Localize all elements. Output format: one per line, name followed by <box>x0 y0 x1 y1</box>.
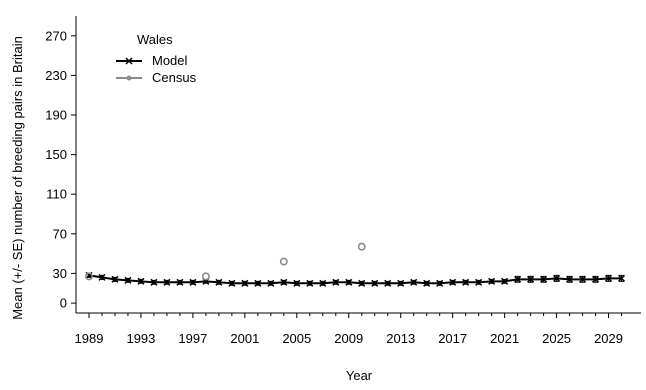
model-point <box>410 278 418 286</box>
model-point <box>384 279 392 287</box>
model-point <box>306 279 314 287</box>
model-point <box>592 275 600 283</box>
y-tick-label: 150 <box>45 147 67 162</box>
model-point <box>345 278 353 286</box>
model-point <box>150 278 158 286</box>
legend-entry-model: Model <box>116 53 188 68</box>
model-point <box>267 279 275 287</box>
x-tick-label: 2029 <box>594 331 623 346</box>
x-tick-label: 2001 <box>230 331 259 346</box>
model-point <box>514 275 522 283</box>
model-point <box>553 274 561 282</box>
model-point <box>280 278 288 286</box>
model-point <box>449 278 457 286</box>
model-point <box>579 275 587 283</box>
y-axis-label: Mean (+/- SE) number of breeding pairs i… <box>10 36 25 320</box>
legend-model-label: Model <box>152 53 188 68</box>
legend-census-dot-icon <box>126 75 132 81</box>
y-tick-label: 70 <box>53 226 67 241</box>
legend-entry-census: Census <box>116 70 197 85</box>
census-point <box>357 242 366 251</box>
y-tick-label: 0 <box>60 296 67 311</box>
model-point <box>527 275 535 283</box>
x-tick-label: 1993 <box>126 331 155 346</box>
x-tick-label: 2005 <box>282 331 311 346</box>
legend-model-cross-icon <box>125 57 133 65</box>
y-tick-label: 110 <box>46 187 67 202</box>
model-point <box>163 278 171 286</box>
y-tick-label: 190 <box>45 108 67 123</box>
model-point <box>228 279 236 287</box>
model-line <box>88 274 622 285</box>
census-point <box>279 257 288 266</box>
model-point <box>436 279 444 287</box>
legend-census-label: Census <box>152 70 197 85</box>
legend-title: Wales <box>137 32 173 47</box>
model-point <box>540 275 548 283</box>
model-point <box>176 278 184 286</box>
y-tick-label: 30 <box>53 266 67 281</box>
model-point <box>215 278 223 286</box>
x-ticks: 1989 1993 1997 2001 2005 2009 2013 2017 2021 2025… <box>75 313 623 346</box>
y-ticks: 0 30 70 110 150 190 230 270 <box>45 28 76 311</box>
model-point <box>358 279 366 287</box>
model-point <box>475 278 483 286</box>
legend: Wales Model Census <box>116 32 197 85</box>
axes <box>75 16 641 314</box>
plot-area <box>84 242 626 287</box>
model-point <box>371 279 379 287</box>
model-point <box>501 277 509 285</box>
x-tick-label: 2009 <box>334 331 363 346</box>
model-point <box>604 274 613 282</box>
x-tick-label: 2017 <box>438 331 467 346</box>
x-tick-label: 2025 <box>542 331 571 346</box>
x-tick-label: 2021 <box>490 331 519 346</box>
model-point <box>423 279 431 287</box>
model-point <box>124 276 132 284</box>
model-point <box>332 278 340 286</box>
census-point <box>201 272 210 281</box>
model-point <box>462 278 470 286</box>
model-point <box>397 279 405 287</box>
model-point <box>488 277 496 285</box>
x-tick-label: 1997 <box>178 331 207 346</box>
model-point <box>241 279 249 287</box>
model-point <box>98 273 106 281</box>
x-tick-label: 2013 <box>386 331 415 346</box>
model-point <box>189 278 197 286</box>
model-point <box>137 277 145 285</box>
y-tick-label: 270 <box>45 28 67 43</box>
model-point <box>293 279 301 287</box>
model-point <box>566 275 574 283</box>
census-point <box>84 272 93 281</box>
y-tick-label: 230 <box>45 68 67 83</box>
model-point <box>254 279 262 287</box>
x-axis-label: Year <box>346 368 373 383</box>
model-point <box>111 275 119 283</box>
model-point <box>617 274 626 282</box>
x-tick-label: 1989 <box>75 331 104 346</box>
model-point <box>319 279 327 287</box>
